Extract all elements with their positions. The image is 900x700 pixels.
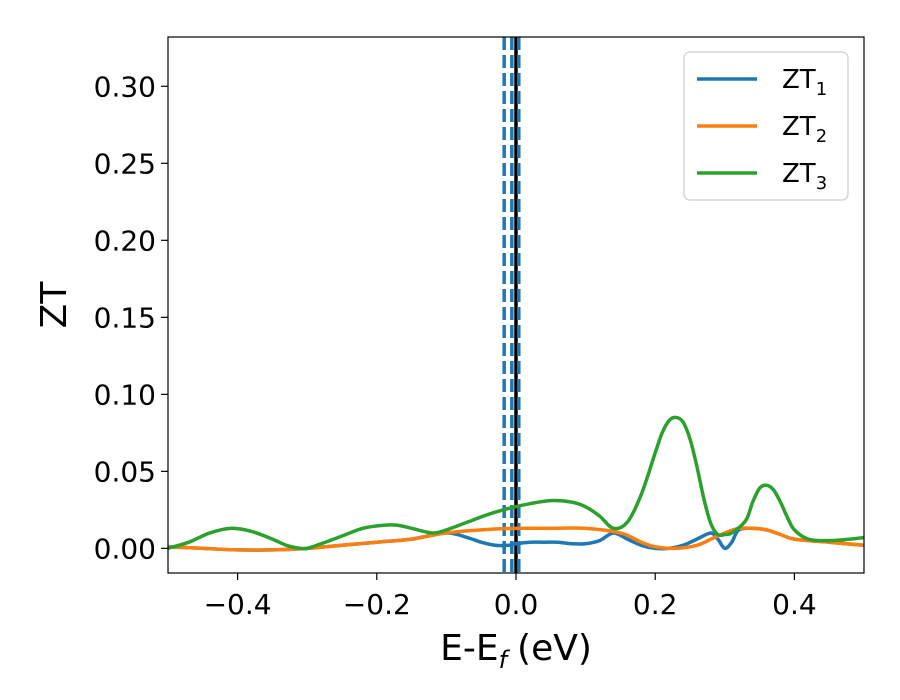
y-tick-label: 0.20 (94, 224, 156, 257)
y-axis-title: ZT (34, 281, 75, 329)
y-axis: 0.00 0.05 0.10 0.15 0.20 0.25 0.30 (94, 70, 168, 565)
y-tick-label: 0.25 (94, 147, 156, 180)
legend-box (683, 51, 849, 201)
x-axis: −0.4 −0.2 0.0 0.2 0.4 (204, 573, 817, 621)
legend: ZT1 ZT2 ZT3 (683, 51, 849, 201)
x-tick-label: 0.4 (772, 588, 817, 621)
x-tick-label: −0.4 (204, 588, 272, 621)
x-tick-label: 0.0 (494, 588, 539, 621)
x-tick-label: 0.2 (633, 588, 678, 621)
y-tick-label: 0.30 (94, 70, 156, 103)
x-axis-title-subscript: f (499, 646, 511, 674)
legend-label-zt1: ZT1 (782, 65, 827, 100)
series-line-zt3 (168, 415, 864, 551)
x-axis-title-unit: (eV) (517, 628, 592, 669)
y-tick-label: 0.15 (94, 301, 156, 334)
y-tick-label: 0.10 (94, 378, 156, 411)
x-axis-title-main: E-E (440, 628, 498, 669)
series-lines (168, 415, 864, 552)
y-tick-label: 0.05 (94, 455, 156, 488)
y-tick-label: 0.00 (94, 532, 156, 565)
x-tick-label: −0.2 (343, 588, 411, 621)
reference-lines (502, 37, 521, 573)
x-axis-title: E-Ef (eV) (440, 628, 592, 674)
legend-label-zt2: ZT2 (782, 112, 827, 147)
legend-label-zt3: ZT3 (782, 159, 827, 194)
series-line-zt2 (168, 526, 864, 552)
